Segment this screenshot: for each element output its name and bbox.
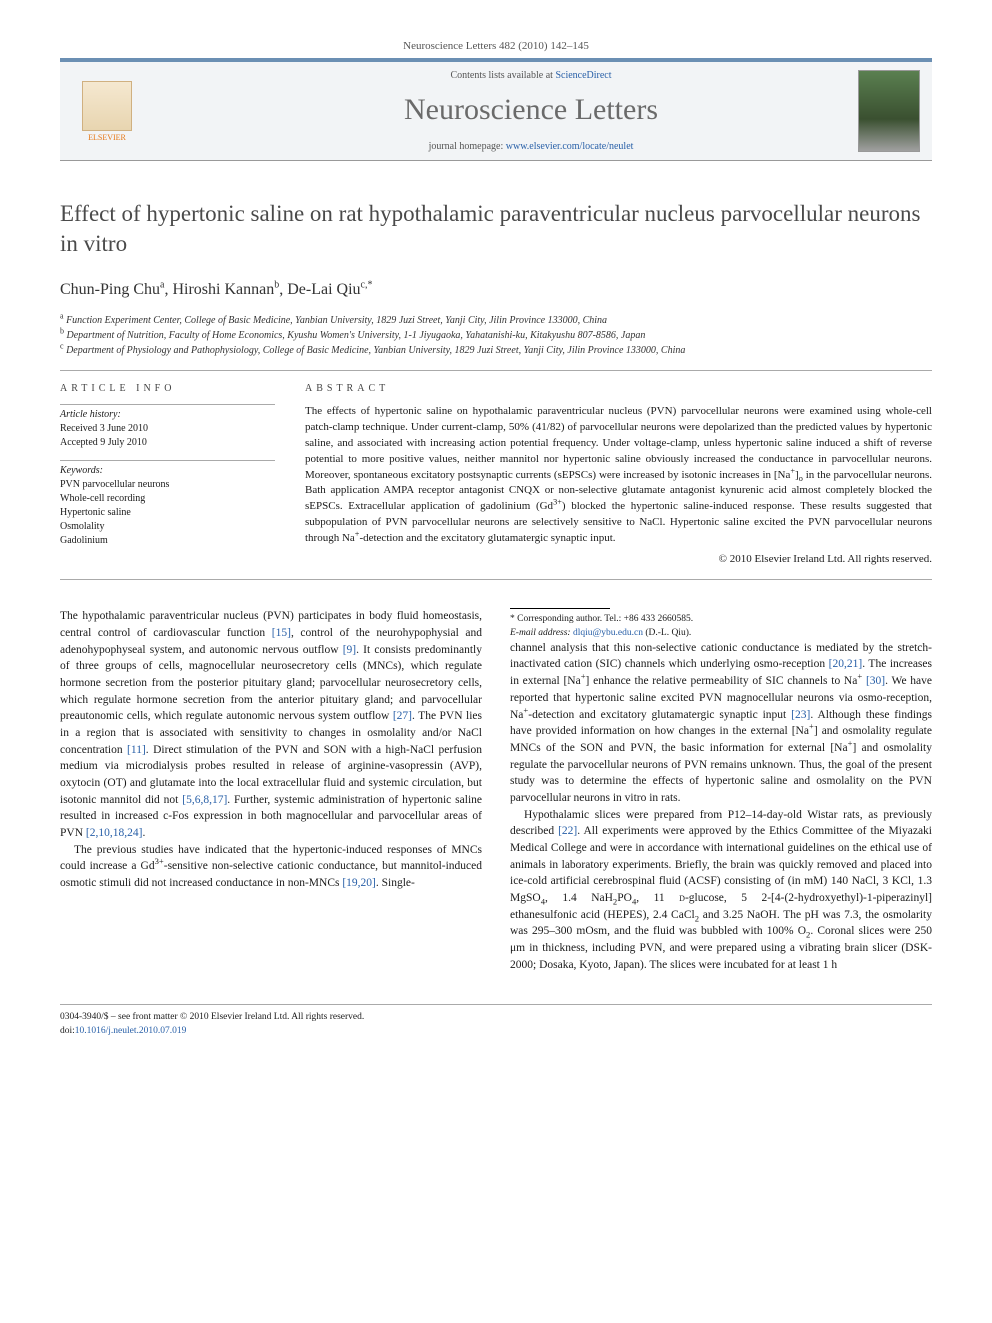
accepted-date: Accepted 9 July 2010 <box>60 436 275 450</box>
body-para-3: channel analysis that this non-selective… <box>510 640 932 807</box>
received-date: Received 3 June 2010 <box>60 422 275 436</box>
bottom-bar: 0304-3940/$ – see front matter © 2010 El… <box>60 1004 932 1038</box>
body-para-2: The previous studies have indicated that… <box>60 842 482 892</box>
elsevier-label: ELSEVIER <box>88 133 126 142</box>
elsevier-logo: ELSEVIER <box>72 72 142 150</box>
corresponding-author: * Corresponding author. Tel.: +86 433 26… <box>510 613 932 626</box>
divider <box>60 579 932 580</box>
sciencedirect-link[interactable]: ScienceDirect <box>555 70 611 81</box>
abstract-column: abstract The effects of hypertonic salin… <box>305 383 932 565</box>
journal-title: Neuroscience Letters <box>142 93 920 127</box>
footnote-rule <box>510 608 610 609</box>
body-para-4: Hypothalamic slices were prepared from P… <box>510 807 932 974</box>
footnotes: * Corresponding author. Tel.: +86 433 26… <box>510 613 932 640</box>
journal-homepage-link[interactable]: www.elsevier.com/locate/neulet <box>506 141 634 152</box>
email-label: E-mail address: <box>510 628 573 638</box>
abstract-text: The effects of hypertonic saline on hypo… <box>305 404 932 547</box>
body-para-1: The hypothalamic paraventricular nucleus… <box>60 608 482 841</box>
running-header: Neuroscience Letters 482 (2010) 142–145 <box>60 40 932 58</box>
article-title: Effect of hypertonic saline on rat hypot… <box>60 199 932 259</box>
homepage-line: journal homepage: www.elsevier.com/locat… <box>142 141 920 152</box>
author-list: Chun-Ping Chua, Hiroshi Kannanb, De-Lai … <box>60 281 932 299</box>
homepage-prefix: journal homepage: <box>429 141 506 152</box>
contents-list-line: Contents lists available at ScienceDirec… <box>142 70 920 81</box>
elsevier-tree-icon <box>82 81 132 131</box>
contents-prefix: Contents lists available at <box>450 70 555 81</box>
front-matter-line: 0304-3940/$ – see front matter © 2010 El… <box>60 1011 932 1024</box>
article-info-heading: article info <box>60 383 275 394</box>
affiliations: a Function Experiment Center, College of… <box>60 313 932 358</box>
doi-link[interactable]: 10.1016/j.neulet.2010.07.019 <box>75 1026 187 1036</box>
keywords-list: PVN parvocellular neuronsWhole-cell reco… <box>60 478 275 548</box>
keywords-label: Keywords: <box>60 465 275 476</box>
email-line: E-mail address: dlqiu@ybu.edu.cn (D.-L. … <box>510 627 932 640</box>
journal-header-strip: ELSEVIER Contents lists available at Sci… <box>60 58 932 161</box>
doi-label: doi: <box>60 1026 75 1036</box>
abstract-copyright: © 2010 Elsevier Ireland Ltd. All rights … <box>305 553 932 565</box>
article-info-column: article info Article history: Received 3… <box>60 383 275 565</box>
body-text: The hypothalamic paraventricular nucleus… <box>60 608 932 992</box>
doi-line: doi:10.1016/j.neulet.2010.07.019 <box>60 1025 932 1038</box>
email-suffix: (D.-L. Qiu). <box>643 628 691 638</box>
abstract-heading: abstract <box>305 383 932 394</box>
divider <box>60 370 932 371</box>
history-label: Article history: <box>60 409 275 420</box>
journal-cover-thumbnail <box>858 70 920 152</box>
email-link[interactable]: dlqiu@ybu.edu.cn <box>573 628 643 638</box>
